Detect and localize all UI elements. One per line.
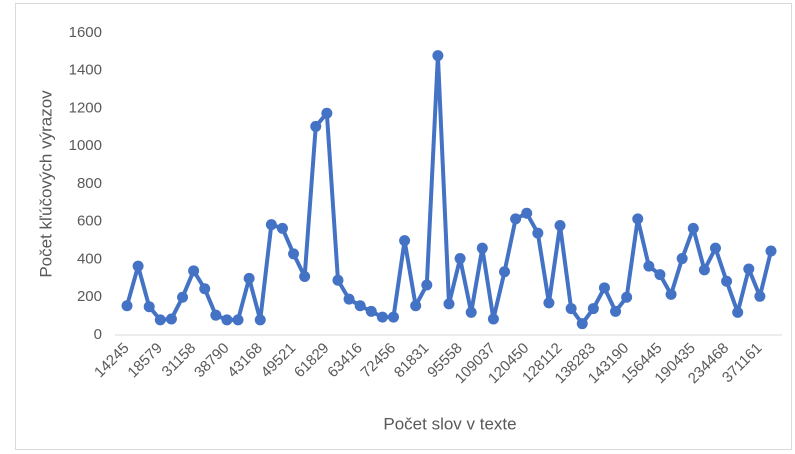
marker <box>521 207 533 219</box>
marker <box>421 279 433 291</box>
marker <box>365 305 377 317</box>
marker <box>376 311 388 323</box>
marker <box>343 293 355 305</box>
marker <box>598 282 610 294</box>
marker <box>354 300 366 312</box>
marker <box>499 266 511 278</box>
y-tick-label: 600 <box>77 213 102 230</box>
y-tick-label: 1200 <box>69 99 102 116</box>
y-tick-label: 1400 <box>69 62 102 79</box>
marker <box>165 313 177 325</box>
marker <box>399 235 411 247</box>
marker <box>709 242 721 254</box>
marker <box>765 245 777 257</box>
marker <box>143 301 155 313</box>
y-tick-label: 800 <box>77 175 102 192</box>
marker <box>698 264 710 276</box>
marker <box>565 303 577 315</box>
marker <box>310 120 322 132</box>
marker <box>576 318 588 330</box>
marker <box>554 220 566 232</box>
marker <box>532 227 544 239</box>
marker <box>188 265 200 277</box>
y-tick-label: 0 <box>94 326 102 343</box>
marker <box>487 313 499 325</box>
marker <box>276 222 288 234</box>
marker <box>510 213 522 225</box>
y-tick-label: 200 <box>77 288 102 305</box>
chart-frame <box>15 3 792 450</box>
y-tick-label: 1000 <box>69 137 102 154</box>
marker <box>321 107 333 119</box>
marker <box>199 283 211 295</box>
marker <box>643 260 655 272</box>
marker <box>754 290 766 302</box>
marker <box>177 291 189 303</box>
marker <box>132 260 144 272</box>
y-tick-label: 400 <box>77 250 102 267</box>
marker <box>288 248 300 260</box>
marker <box>265 219 277 231</box>
marker <box>432 50 444 62</box>
marker <box>243 272 255 284</box>
marker <box>454 253 466 265</box>
marker <box>665 288 677 300</box>
marker <box>254 314 266 326</box>
marker <box>721 275 733 287</box>
marker <box>587 303 599 315</box>
marker <box>610 305 622 317</box>
marker <box>465 306 477 318</box>
marker <box>410 300 422 312</box>
marker <box>687 222 699 234</box>
marker <box>654 269 666 281</box>
marker <box>543 297 555 309</box>
marker <box>232 314 244 326</box>
y-axis-title: Počet kľúčových výrazov <box>36 90 55 278</box>
marker <box>387 311 399 323</box>
marker <box>121 300 133 312</box>
y-tick-label: 1600 <box>69 24 102 41</box>
x-axis-title: Počet slov v texte <box>383 414 516 433</box>
marker <box>632 213 644 225</box>
marker <box>676 253 688 265</box>
marker <box>743 263 755 275</box>
marker <box>221 314 233 326</box>
marker <box>732 306 744 318</box>
marker <box>621 291 633 303</box>
marker <box>210 309 222 321</box>
marker <box>154 314 166 326</box>
marker <box>299 270 311 282</box>
marker <box>332 274 344 286</box>
marker <box>443 298 455 310</box>
marker <box>476 242 488 254</box>
